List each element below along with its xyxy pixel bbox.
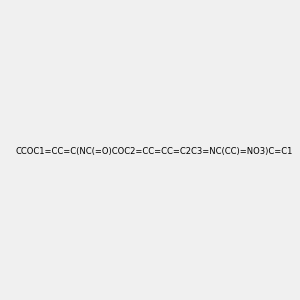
Text: CCOC1=CC=C(NC(=O)COC2=CC=CC=C2C3=NC(CC)=NO3)C=C1: CCOC1=CC=C(NC(=O)COC2=CC=CC=C2C3=NC(CC)=… bbox=[15, 147, 292, 156]
